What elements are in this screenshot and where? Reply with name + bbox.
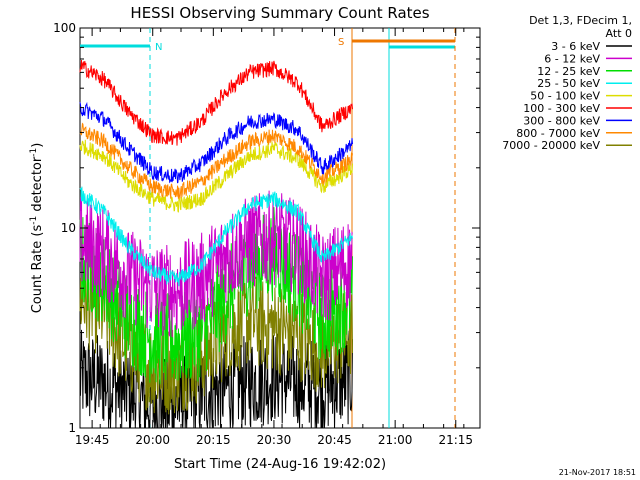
y-axis-ticks: 1 10 100 — [53, 21, 480, 435]
night-marker-label: N — [155, 42, 162, 53]
x-tick-label: 20:00 — [135, 433, 170, 447]
series-line-100-300-kev — [79, 59, 353, 146]
series-line-800-7000-kev — [79, 122, 353, 200]
legend-header-line-2: Att 0 — [606, 27, 632, 40]
x-axis-label: Start Time (24-Aug-16 19:42:02) — [174, 457, 386, 472]
x-tick-label: 21:15 — [438, 433, 473, 447]
legend-entry-label: 300 - 800 keV — [523, 114, 600, 127]
series-line-300-800-kev — [79, 101, 353, 184]
series-line-25-50-kev — [79, 186, 353, 287]
legend-header-line-1: Det 1,3, FDecim 1, — [529, 14, 632, 27]
x-tick-label: 20:30 — [257, 433, 292, 447]
y-tick-label: 100 — [53, 21, 76, 35]
legend-entry-label: 25 - 50 keV — [537, 77, 600, 90]
legend-entry-label: 6 - 12 keV — [544, 52, 600, 65]
series-lines — [79, 59, 353, 429]
legend-entry-label: 12 - 25 keV — [537, 65, 600, 78]
legend-entry-label: 7000 - 20000 keV — [502, 139, 600, 152]
legend-entry-label: 50 - 100 keV — [530, 90, 600, 103]
saa-marker-label: S — [338, 37, 344, 48]
chart-title: HESSI Observing Summary Count Rates — [130, 4, 429, 22]
legend-entry-label: 3 - 6 keV — [551, 40, 600, 53]
x-tick-label: 20:45 — [317, 433, 352, 447]
y-axis-label: Count Rate (s-1 detector-1) — [29, 143, 45, 314]
legend-entry-label: 800 - 7000 keV — [516, 127, 600, 140]
y-tick-label: 10 — [61, 221, 76, 235]
series-line-50-100-kev — [79, 139, 353, 213]
x-tick-label: 21:00 — [378, 433, 413, 447]
y-tick-label: 1 — [68, 421, 76, 435]
x-tick-label: 20:15 — [196, 433, 231, 447]
series-line-6-12-kev — [79, 190, 353, 338]
x-axis-ticks: 19:45 20:00 20:15 20:30 20:45 21:00 21:15 — [75, 28, 473, 447]
x-tick-label: 19:45 — [75, 433, 110, 447]
legend-entry-label: 100 - 300 keV — [523, 102, 600, 115]
footer-timestamp: 21-Nov-2017 18:51 — [559, 468, 636, 477]
